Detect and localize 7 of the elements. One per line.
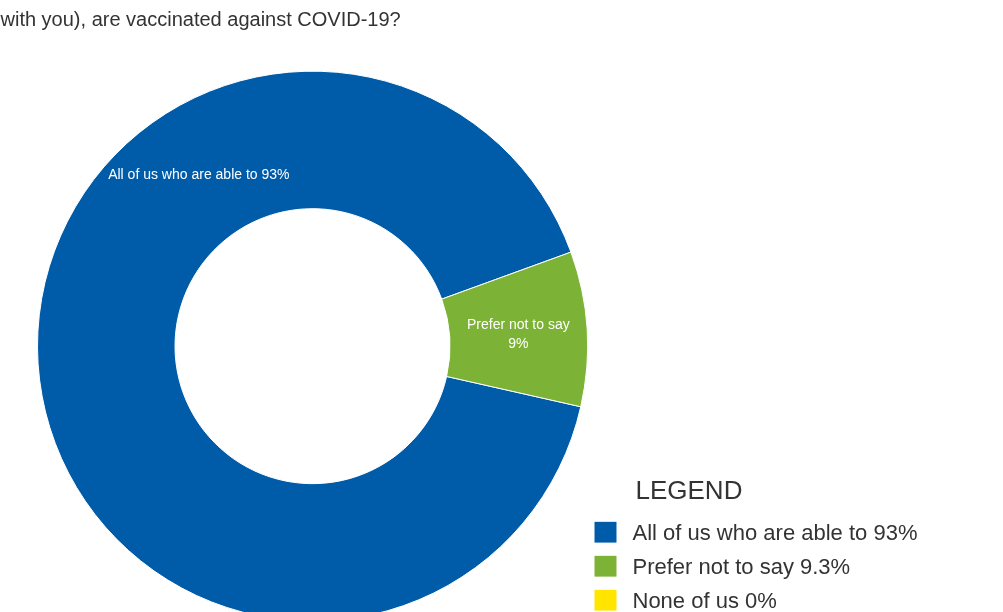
data-label: Prefer not to say 9% <box>466 316 570 352</box>
data-label: All of us who are able to 93% <box>108 166 290 183</box>
legend-label: All of us who are able to 93% <box>632 519 918 545</box>
legend-title: LEGEND <box>635 474 743 505</box>
chart-title: with you), are vaccinated against COVID-19? <box>0 7 401 30</box>
legend-label: Prefer not to say 9.3% <box>632 553 851 579</box>
legend-label: None of us 0% <box>632 587 777 612</box>
